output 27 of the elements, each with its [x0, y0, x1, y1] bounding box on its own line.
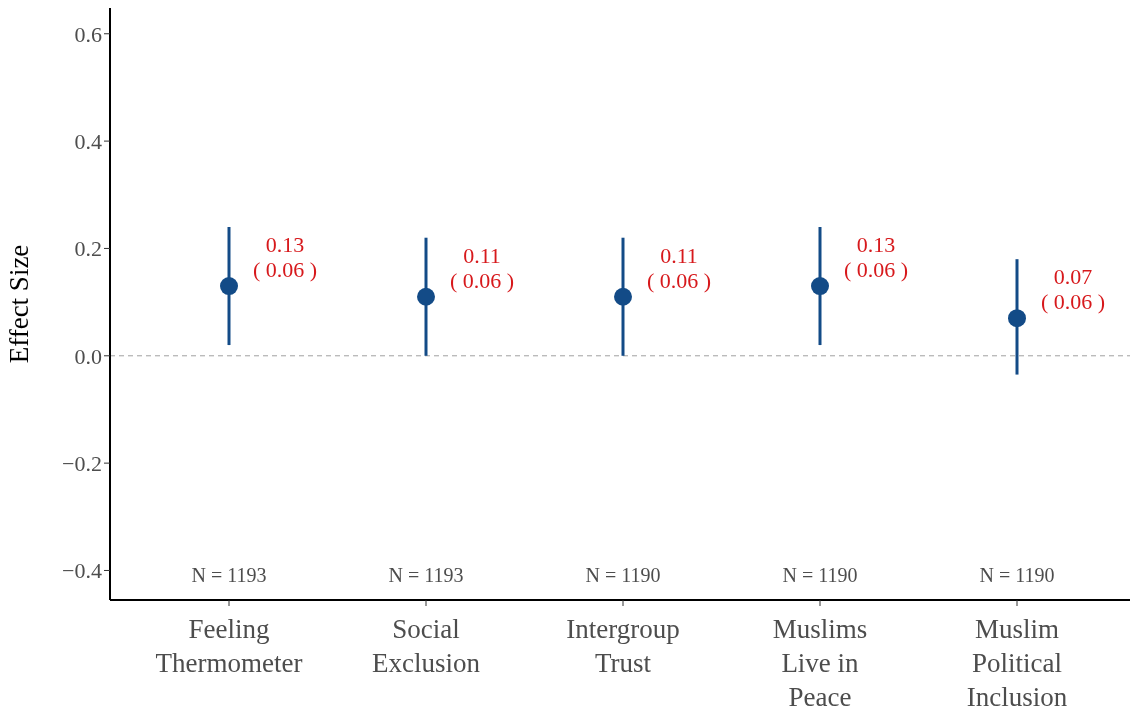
point	[220, 277, 238, 296]
annotation: N = 1190	[585, 564, 661, 586]
y-tick-label: 0.4	[74, 128, 102, 154]
data-label: 0.13 ( 0.06 )	[252, 232, 318, 283]
x-tick-label: Social Exclusion	[372, 614, 481, 678]
y-tick-label: 0.0	[74, 343, 102, 369]
data-label: 0.07 ( 0.06 )	[1040, 264, 1106, 315]
data-label: 0.11 ( 0.06 )	[449, 242, 515, 293]
annotation: N = 1190	[979, 564, 1055, 586]
y-tick-label: −0.4	[62, 558, 102, 584]
point	[811, 277, 829, 296]
annotation: N = 1190	[782, 564, 858, 586]
point	[1008, 309, 1026, 328]
point	[417, 287, 435, 306]
data-label: 0.13 ( 0.06 )	[843, 232, 909, 283]
x-tick-label: Muslims Live in Peace	[772, 614, 868, 709]
y-axis-title: Effect Size	[3, 244, 34, 364]
x-tick-label: Feeling Thermometer	[155, 614, 303, 678]
x-tick-label: Muslim Political Inclusion	[966, 614, 1068, 709]
y-tick-label: 0.6	[74, 21, 102, 47]
data-label: 0.11 ( 0.06 )	[646, 242, 712, 293]
y-tick-label: 0.2	[74, 236, 102, 262]
point	[614, 287, 632, 306]
x-tick-label: Intergroup Trust	[566, 614, 680, 678]
y-tick-label: −0.2	[62, 450, 102, 476]
annotation: N = 1193	[191, 564, 267, 586]
annotation: N = 1193	[388, 564, 464, 586]
